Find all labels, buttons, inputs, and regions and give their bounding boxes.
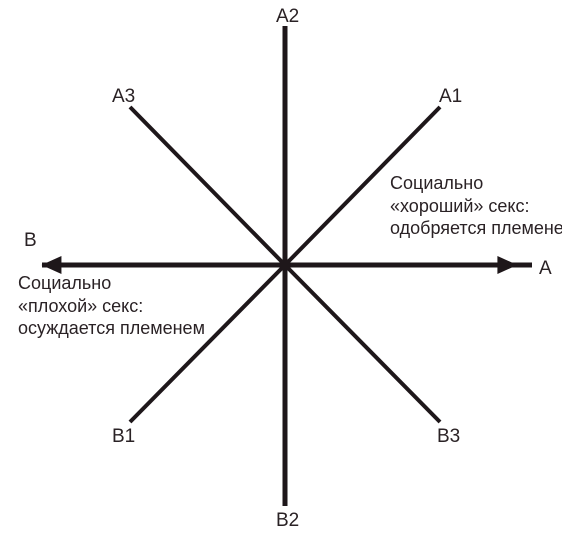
annotation-right-line1: Социально [390, 172, 562, 195]
annotation-left-line1: Социально [18, 272, 205, 295]
annotation-left-line2: «плохой» секс: [18, 295, 205, 318]
label-a2: A2 [276, 6, 299, 28]
label-b3: B3 [437, 426, 460, 448]
label-a1: A1 [439, 86, 462, 108]
label-a: A [539, 258, 552, 280]
label-b2: B2 [276, 510, 299, 532]
axes-svg [0, 0, 562, 533]
annotation-right-line3: одобряется племенем [390, 217, 562, 240]
annotation-left-line3: осуждается племенем [18, 317, 205, 340]
diagram-canvas: A B A2 B2 A1 A3 B3 B1 Социально «хороший… [0, 0, 562, 533]
label-a3: A3 [112, 86, 135, 108]
label-b1: B1 [112, 426, 135, 448]
label-b: B [24, 230, 37, 252]
annotation-left: Социально «плохой» секс: осуждается плем… [18, 272, 205, 340]
annotation-right: Социально «хороший» секс: одобряется пле… [390, 172, 562, 240]
annotation-right-line2: «хороший» секс: [390, 195, 562, 218]
